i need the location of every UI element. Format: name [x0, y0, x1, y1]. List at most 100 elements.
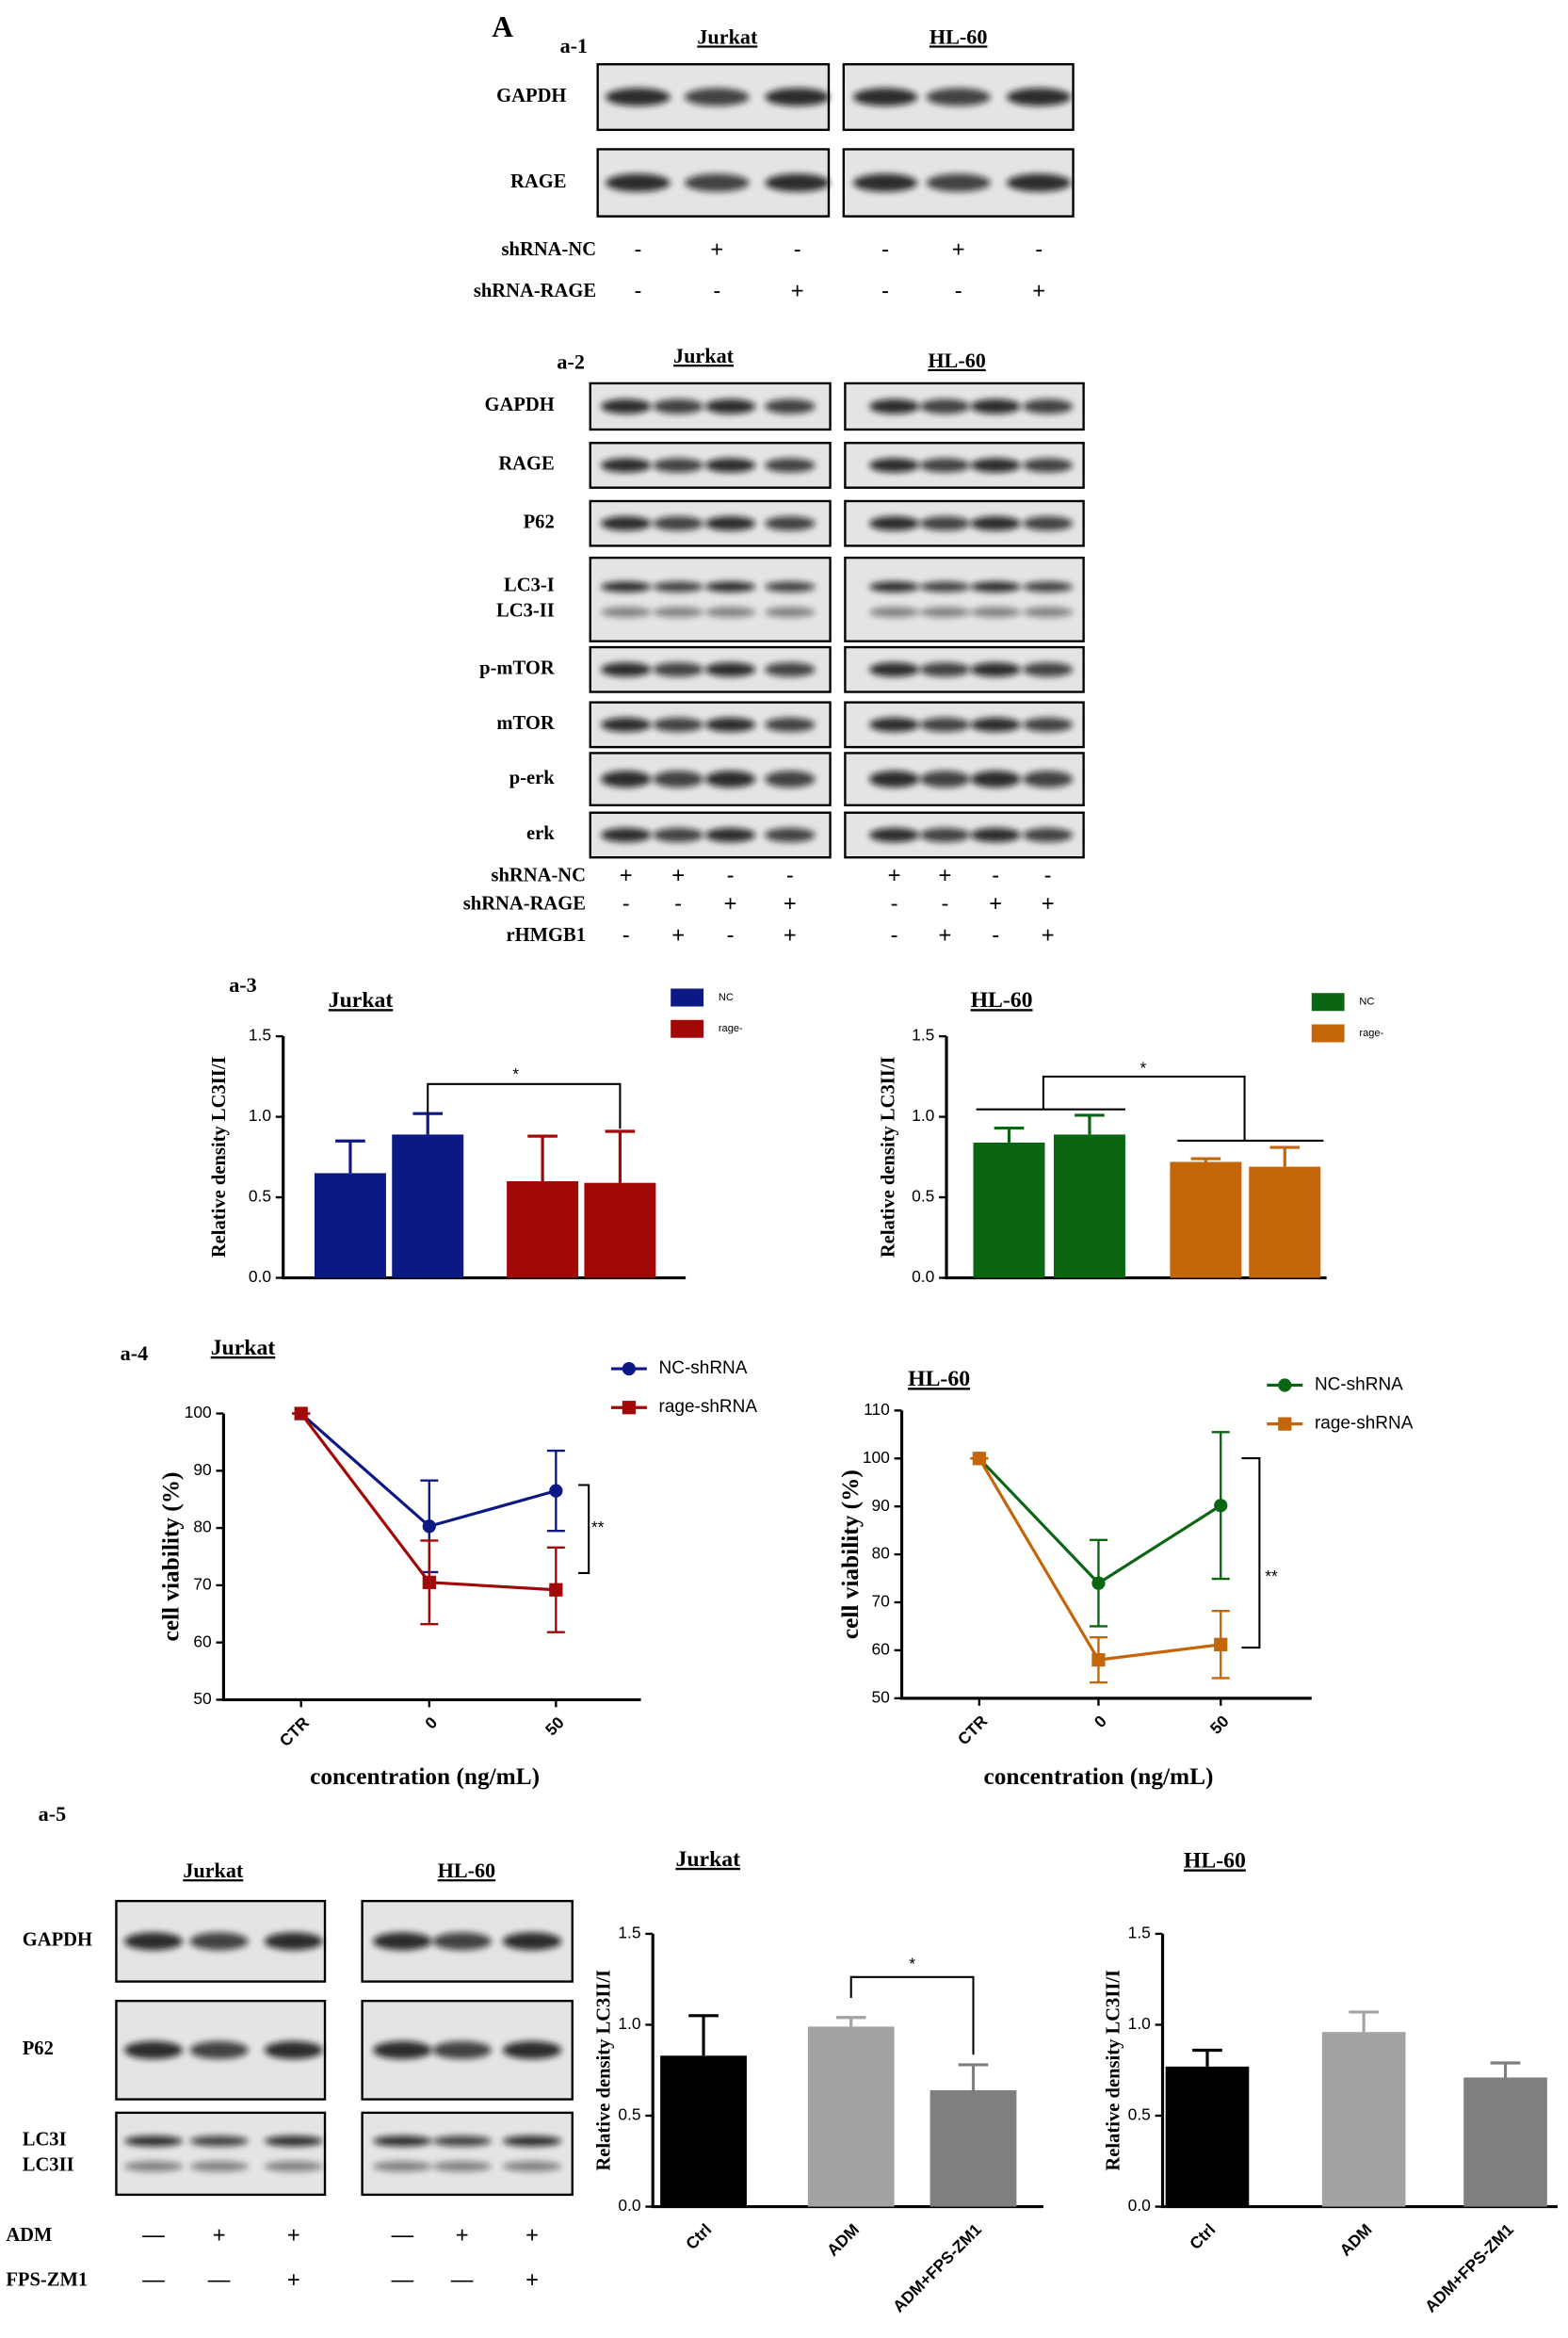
blot-label: a-1: [560, 34, 589, 57]
bar: [807, 2026, 895, 2207]
y-tick-label: 60: [872, 1640, 890, 1659]
row-label: GAPDH: [496, 86, 566, 106]
band: [502, 2135, 562, 2147]
condition-sign: +: [784, 923, 797, 948]
band: [765, 516, 816, 531]
bar: [1053, 1134, 1125, 1278]
annotation: *: [512, 1064, 519, 1083]
condition-sign: +: [287, 2268, 300, 2293]
band: [1023, 458, 1074, 473]
significance-bracket: [427, 1082, 622, 1129]
condition-sign: —: [142, 2268, 165, 2293]
condition-label: shRNA-RAGE: [463, 894, 586, 915]
y-axis-label: cell viability (%): [157, 1472, 184, 1642]
band: [869, 581, 920, 593]
band: [653, 398, 703, 414]
band: [1023, 607, 1074, 618]
band: [606, 88, 671, 106]
band: [653, 607, 703, 618]
panel-sublabel: a-4: [121, 1341, 149, 1365]
band: [1023, 771, 1074, 787]
band: [653, 458, 703, 473]
condition-sign: -: [891, 892, 898, 917]
y-tick-label: 0.0: [618, 2196, 640, 2215]
axes: [221, 1413, 641, 1702]
row-label: p-mTOR: [479, 658, 556, 679]
x-tick-label: 50: [1206, 1712, 1233, 1738]
band: [264, 2161, 323, 2172]
y-axis-label: Relative density LC3II/I: [209, 1057, 230, 1258]
band: [970, 581, 1021, 593]
band: [189, 2135, 249, 2147]
band: [373, 1932, 432, 1951]
band: [704, 458, 756, 473]
error-bar: [335, 1139, 365, 1174]
band: [600, 607, 652, 618]
x-axis-label: concentration (ng/mL): [310, 1763, 540, 1790]
condition-label: rHMGB1: [506, 925, 586, 946]
band: [264, 2135, 323, 2147]
condition-sign: -: [634, 280, 641, 304]
bar: [973, 1142, 1045, 1278]
legend-swatch: [671, 1019, 704, 1038]
error-bar: [1192, 2048, 1222, 2067]
legend-label: rage-shRNA: [659, 1397, 758, 1417]
y-tick-label: 0.5: [1128, 2105, 1151, 2124]
error-bar: [1075, 1113, 1105, 1135]
legend-marker: [1278, 1378, 1292, 1392]
chart-title: HL-60: [908, 1367, 970, 1391]
legend-swatch: [671, 988, 704, 1007]
bar: [507, 1180, 579, 1278]
condition-label: shRNA-NC: [491, 866, 586, 886]
group-label: Jurkat: [183, 1859, 244, 1882]
band: [606, 173, 671, 192]
annotation: **: [591, 1518, 605, 1536]
condition-sign: +: [1042, 892, 1055, 917]
series-line: [978, 1457, 1221, 1662]
x-tick-label: ADM+FPS-ZM1: [889, 2219, 985, 2315]
band: [919, 516, 971, 531]
band: [189, 2161, 249, 2172]
band: [684, 88, 750, 106]
row-label: LC3-I: [504, 576, 555, 596]
error-bar: [1269, 1145, 1301, 1167]
condition-sign: +: [784, 892, 797, 917]
x-tick-label: Ctrl: [1186, 2220, 1219, 2253]
condition-sign: -: [634, 237, 641, 262]
point: [549, 1484, 563, 1498]
condition-sign: +: [456, 2223, 469, 2248]
band: [600, 827, 652, 843]
band: [653, 581, 703, 593]
condition-sign: +: [525, 2268, 539, 2293]
y-tick-label: 1.0: [912, 1106, 934, 1125]
annotation: **: [1265, 1567, 1278, 1585]
axes: [899, 1410, 1312, 1700]
band: [432, 2135, 492, 2147]
y-tick-label: 0.5: [618, 2105, 640, 2124]
band: [1007, 88, 1072, 106]
condition-sign: —: [451, 2268, 474, 2293]
row-label: P62: [23, 2038, 54, 2059]
band: [869, 662, 920, 677]
band: [765, 88, 831, 106]
point: [1091, 1653, 1106, 1667]
band: [869, 827, 920, 843]
y-tick-label: 1.5: [1128, 1924, 1151, 1942]
significance-bracket: [578, 1484, 590, 1574]
condition-label: shRNA-RAGE: [474, 281, 596, 301]
condition-sign: -: [955, 280, 962, 304]
band: [1023, 717, 1074, 732]
band: [970, 398, 1021, 414]
band: [704, 398, 756, 414]
condition-sign: -: [992, 923, 999, 948]
bar: [929, 2089, 1017, 2207]
band: [919, 771, 971, 787]
y-tick-label: 1.5: [618, 1924, 640, 1942]
x-tick-label: 0: [421, 1713, 441, 1733]
condition-sign: -: [1044, 864, 1052, 888]
condition-sign: -: [881, 280, 889, 304]
chart-title: Jurkat: [675, 1847, 740, 1872]
x-tick-label: 50: [542, 1713, 568, 1740]
band: [653, 662, 703, 677]
